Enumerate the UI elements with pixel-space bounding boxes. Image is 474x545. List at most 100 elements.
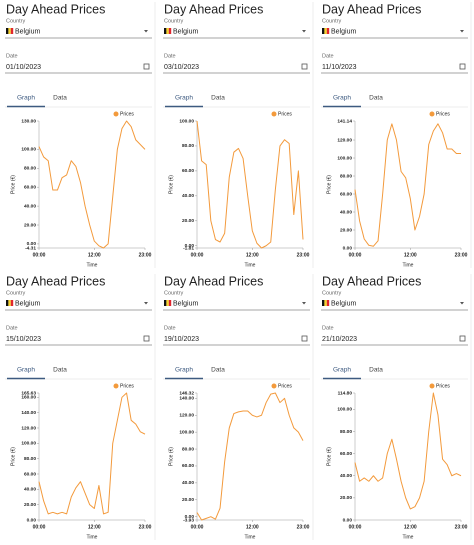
y-tick-label: 141.14 [337, 118, 352, 124]
y-tick-label: 100.00 [337, 407, 352, 413]
x-tick-label: 00:00 [191, 252, 204, 258]
y-tick-label: 130.00 [21, 118, 36, 124]
y-tick-label: 80.00 [24, 166, 36, 172]
y-tick-label: 20.00 [24, 222, 36, 228]
tab[interactable]: Data [369, 95, 383, 102]
price-line [354, 392, 462, 510]
country-label: Country [164, 290, 184, 296]
panel: Day Ahead Prices Country Belgium Date 01/10/… [5, 2, 156, 268]
flag-stripe [166, 300, 169, 306]
legend-marker [429, 383, 435, 389]
dropdown-arrow[interactable] [302, 30, 306, 33]
y-tick-label: 40.00 [182, 193, 194, 199]
x-axis-title: Time [403, 534, 414, 540]
y-tick-label: 0.00 [343, 517, 353, 523]
calendar-icon[interactable] [143, 63, 150, 70]
calendar-icon[interactable] [301, 335, 308, 342]
y-tick-label: 100.00 [337, 155, 352, 161]
country-select[interactable]: Belgium [331, 300, 356, 307]
tab[interactable]: Data [211, 367, 225, 374]
y-tick-label: 20.00 [182, 497, 194, 503]
dropdown-arrow[interactable] [460, 30, 464, 33]
tab[interactable]: Graph [175, 95, 193, 102]
y-tick-label: 165.63 [21, 390, 36, 396]
y-tick-label: 100.00 [179, 429, 194, 435]
y-tick-label: 146.32 [179, 390, 194, 396]
flag-stripe [8, 28, 11, 34]
y-tick-label: -1.81 [183, 245, 194, 251]
y-tick-label: 60.00 [24, 184, 36, 190]
flag-stripe [8, 300, 11, 306]
date-input[interactable]: 11/10/2023 [322, 64, 357, 71]
dropdown-arrow[interactable] [460, 302, 464, 305]
country-select[interactable]: Belgium [331, 28, 356, 35]
calendar-icon[interactable] [459, 335, 466, 342]
y-tick-label: 80.00 [24, 456, 36, 462]
date-input[interactable]: 01/10/2023 [6, 64, 41, 71]
dropdown-arrow[interactable] [144, 302, 148, 305]
x-tick-label: 00:00 [33, 524, 46, 530]
panel: Day Ahead Prices Country Belgium Date 03/10/… [163, 2, 314, 268]
x-tick-label: 23:00 [139, 524, 152, 530]
flag-stripe [326, 28, 330, 34]
y-tick-label: -3.93 [183, 517, 194, 523]
legend-label: Prices [120, 383, 134, 389]
x-tick-label: 00:00 [33, 252, 46, 258]
x-tick-label: 23:00 [297, 252, 310, 258]
y-tick-label: 40.00 [24, 487, 36, 493]
legend-label: Prices [436, 383, 450, 389]
country-select[interactable]: Belgium [173, 28, 198, 35]
dropdown-arrow[interactable] [302, 302, 306, 305]
tab[interactable]: Data [369, 367, 383, 374]
tab[interactable]: Data [53, 95, 67, 102]
legend-label: Prices [278, 383, 292, 389]
panel: Day Ahead Prices Country Belgium Date 21/10/… [321, 274, 472, 540]
panel-title: Day Ahead Prices [322, 274, 421, 288]
flag-stripe [168, 28, 172, 34]
y-axis-title: Price (€) [326, 175, 332, 194]
tab[interactable]: Graph [333, 95, 351, 102]
country-select[interactable]: Belgium [173, 300, 198, 307]
tab[interactable]: Graph [333, 367, 351, 374]
panel: Day Ahead Prices Country Belgium Date 11/10/… [321, 2, 472, 268]
calendar-icon[interactable] [301, 63, 308, 70]
country-label: Country [6, 290, 26, 296]
tab[interactable]: Graph [175, 367, 193, 374]
y-tick-label: 0.00 [27, 517, 37, 523]
date-label: Date [6, 325, 18, 331]
panel-title: Day Ahead Prices [164, 2, 263, 16]
legend-label: Prices [436, 111, 450, 117]
flag-stripe [168, 300, 172, 306]
date-input[interactable]: 03/10/2023 [164, 64, 199, 71]
calendar-icon[interactable] [459, 63, 466, 70]
date-input[interactable]: 15/10/2023 [6, 336, 41, 343]
y-tick-label: 20.00 [340, 495, 352, 501]
panel: Day Ahead Prices Country Belgium Date 19/10/… [163, 274, 314, 540]
date-label: Date [164, 325, 176, 331]
calendar-icon[interactable] [143, 335, 150, 342]
x-axis-title: Time [403, 262, 414, 268]
y-tick-label: 120.00 [179, 413, 194, 419]
x-tick-label: 23:00 [297, 524, 310, 530]
flag-stripe [324, 28, 327, 34]
tab[interactable]: Data [211, 95, 225, 102]
tab[interactable]: Data [53, 367, 67, 374]
date-input[interactable]: 19/10/2023 [164, 336, 199, 343]
x-tick-label: 12:00 [404, 524, 417, 530]
x-tick-label: 00:00 [349, 252, 362, 258]
y-tick-label: 120.00 [21, 425, 36, 431]
country-select[interactable]: Belgium [15, 28, 40, 35]
x-tick-label: 23:00 [455, 524, 468, 530]
dropdown-arrow[interactable] [144, 30, 148, 33]
price-line [196, 120, 304, 249]
country-select[interactable]: Belgium [15, 300, 40, 307]
flag-stripe [10, 28, 14, 34]
date-input[interactable]: 21/10/2023 [322, 336, 357, 343]
tab[interactable]: Graph [17, 95, 35, 102]
panel-title: Day Ahead Prices [6, 274, 105, 288]
x-tick-label: 12:00 [246, 524, 259, 530]
legend-label: Prices [120, 111, 134, 117]
tab[interactable]: Graph [17, 367, 35, 374]
price-line [196, 392, 304, 521]
y-tick-label: 80.00 [340, 429, 352, 435]
